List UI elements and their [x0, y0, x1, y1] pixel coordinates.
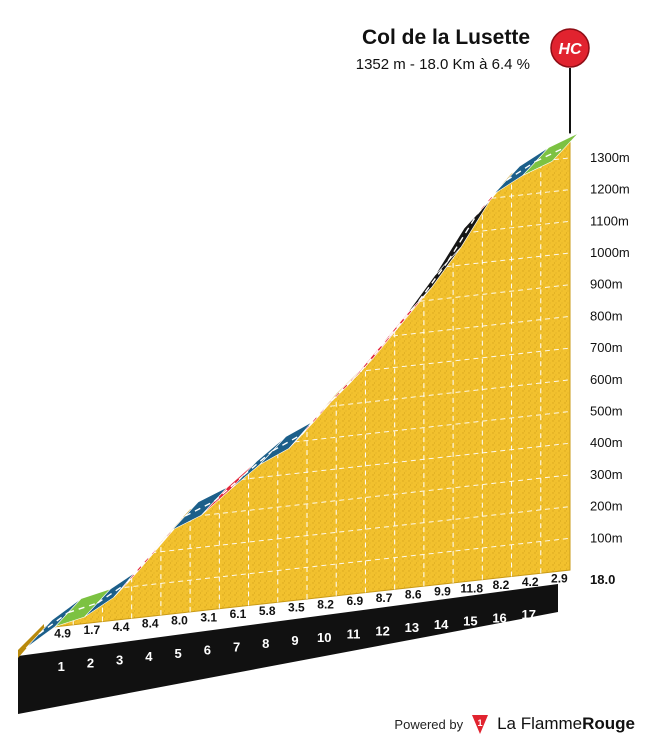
segment-gradient-label: 4.4	[113, 620, 130, 634]
footer: Powered by 1 La FlammeRouge	[394, 712, 635, 736]
profile-side-face	[18, 624, 44, 658]
ribbon-centerline	[184, 500, 215, 517]
y-tick-label: 200m	[590, 499, 623, 514]
altitude-gridline	[43, 284, 571, 344]
km-marker-label: 11	[347, 627, 361, 642]
altitude-gridline	[43, 474, 571, 534]
altitude-gridline	[43, 252, 571, 312]
altitude-gridline	[43, 379, 571, 439]
segment-gradient-label: 8.4	[142, 617, 159, 631]
segment-gradient-label: 3.5	[288, 601, 305, 615]
km-marker-label: 12	[375, 623, 389, 638]
labels-layer: 100m 200m 300m 400m 500m 600m 700m 800m 900m 1000…	[54, 150, 629, 674]
km-marker-label: 13	[405, 620, 419, 635]
segment-gradient-label: 8.7	[376, 591, 393, 605]
flame-one-logo-icon: 1	[472, 715, 489, 734]
km-marker-label: 14	[434, 617, 449, 632]
y-tick-label: 1100m	[590, 213, 629, 228]
segment-gradient-label: 8.2	[493, 578, 510, 592]
y-tick-label: 1000m	[590, 245, 630, 260]
km-marker-label: 5	[174, 646, 181, 661]
climb-subtitle: 1352 m - 18.0 Km à 6.4 %	[355, 56, 530, 73]
ribbon-centerline	[447, 213, 478, 262]
segment-gradient-label: 4.9	[54, 626, 71, 640]
climb-title: Col de la Lusette	[361, 26, 530, 49]
ribbon-centerline	[272, 433, 303, 452]
profile-base-layer	[18, 584, 558, 714]
y-tick-label: 1200m	[590, 182, 630, 197]
km-marker-label: 6	[204, 643, 211, 658]
powered-by-text: Powered by	[394, 716, 464, 732]
terrain-layer	[42, 140, 571, 629]
km-marker-label: 4	[145, 649, 153, 664]
altitude-gridline	[43, 347, 571, 407]
km-marker-label: 8	[262, 636, 269, 651]
segment-gradient-label: 1.7	[83, 623, 100, 637]
km-marker-label: 10	[317, 630, 331, 645]
km-marker-label: 2	[87, 656, 94, 671]
km-marker-label: 1	[58, 659, 65, 674]
y-tick-label: 800m	[590, 308, 623, 323]
segment-gradient-label: 4.2	[522, 575, 539, 589]
km-marker-label: 7	[233, 639, 240, 654]
summit-badge: HC	[550, 28, 590, 134]
segment-gradient-label: 5.8	[259, 604, 276, 618]
segment-gradient-label: 8.2	[317, 597, 334, 611]
segment-gradient-label: 8.6	[405, 588, 422, 602]
total-distance-label: 18.0	[590, 572, 615, 587]
gradient-ribbon-layer	[25, 133, 579, 649]
profile-base-strip	[18, 584, 558, 714]
segment-gradient-label: 8.0	[171, 614, 188, 628]
y-tick-label: 700m	[590, 340, 623, 355]
segment-gradient-label: 9.9	[434, 585, 451, 599]
grid-layer	[43, 155, 571, 625]
ribbon-centerline	[126, 548, 157, 584]
segment-gradient-label: 11.8	[460, 581, 483, 595]
ribbon-centerline	[506, 160, 537, 181]
segment-gradient-label: 2.9	[551, 572, 568, 586]
brand-name: La FlammeRouge	[497, 714, 635, 733]
km-marker-label: 16	[492, 610, 506, 625]
km-marker-label: 15	[463, 614, 477, 629]
y-tick-label: 300m	[590, 467, 623, 482]
ribbon-centerline	[389, 300, 420, 337]
ribbon-centerline	[359, 335, 391, 373]
svg-text:1: 1	[478, 718, 483, 728]
altitude-gridline	[43, 220, 571, 280]
y-tick-label: 600m	[590, 372, 623, 387]
ribbon-centerline	[535, 146, 566, 163]
ribbon-centerline	[418, 260, 449, 302]
terrain-area	[42, 140, 571, 629]
ribbon-centerline	[68, 602, 98, 614]
altitude-gridline	[43, 315, 571, 375]
segment-gradient-label: 6.1	[230, 607, 247, 621]
ribbon-centerline	[97, 582, 128, 604]
km-marker-label: 17	[522, 607, 536, 622]
altitude-gridline	[43, 189, 571, 249]
segment-gradient-label: 6.9	[346, 594, 363, 608]
y-tick-label: 900m	[590, 277, 623, 292]
altitude-gridline	[43, 157, 571, 217]
km-marker-label: 3	[116, 652, 123, 667]
hc-badge-label: HC	[558, 41, 582, 58]
y-tick-label: 1300m	[590, 150, 630, 165]
segment-gradient-label: 3.1	[200, 610, 217, 624]
altitude-gridline	[43, 411, 571, 470]
y-tick-label: 500m	[590, 404, 623, 419]
y-tick-label: 100m	[590, 530, 623, 545]
km-marker-label: 9	[291, 633, 298, 648]
y-tick-label: 400m	[590, 435, 623, 450]
hc-badge-circle	[550, 28, 590, 68]
